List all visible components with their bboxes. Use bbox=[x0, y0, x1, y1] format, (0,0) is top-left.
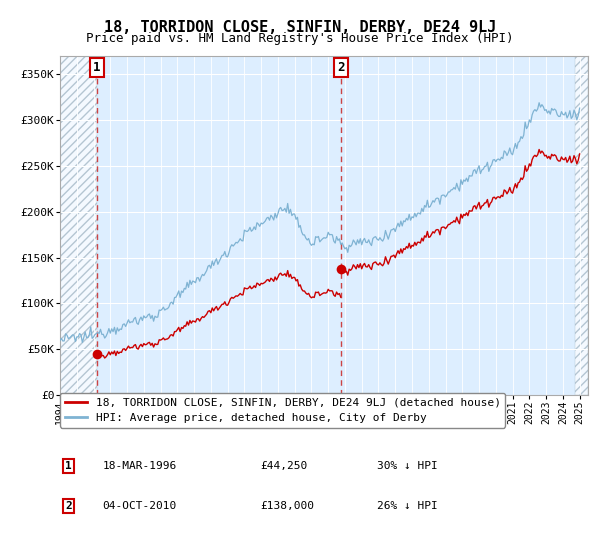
Text: 26% ↓ HPI: 26% ↓ HPI bbox=[377, 501, 437, 511]
Text: Price paid vs. HM Land Registry's House Price Index (HPI): Price paid vs. HM Land Registry's House … bbox=[86, 32, 514, 45]
Text: £138,000: £138,000 bbox=[260, 501, 314, 511]
Text: 30% ↓ HPI: 30% ↓ HPI bbox=[377, 461, 437, 471]
Bar bbox=[575, 56, 588, 395]
Text: 1: 1 bbox=[93, 61, 101, 74]
Text: 1: 1 bbox=[65, 461, 72, 471]
Legend: 18, TORRIDON CLOSE, SINFIN, DERBY, DE24 9LJ (detached house), HPI: Average price: 18, TORRIDON CLOSE, SINFIN, DERBY, DE24 … bbox=[60, 393, 505, 427]
Text: £44,250: £44,250 bbox=[260, 461, 308, 471]
Text: 2: 2 bbox=[65, 501, 72, 511]
Text: 04-OCT-2010: 04-OCT-2010 bbox=[102, 501, 176, 511]
Text: 2: 2 bbox=[337, 61, 344, 74]
Text: 18-MAR-1996: 18-MAR-1996 bbox=[102, 461, 176, 471]
Bar bbox=[60, 56, 97, 395]
Text: 18, TORRIDON CLOSE, SINFIN, DERBY, DE24 9LJ: 18, TORRIDON CLOSE, SINFIN, DERBY, DE24 … bbox=[104, 20, 496, 35]
